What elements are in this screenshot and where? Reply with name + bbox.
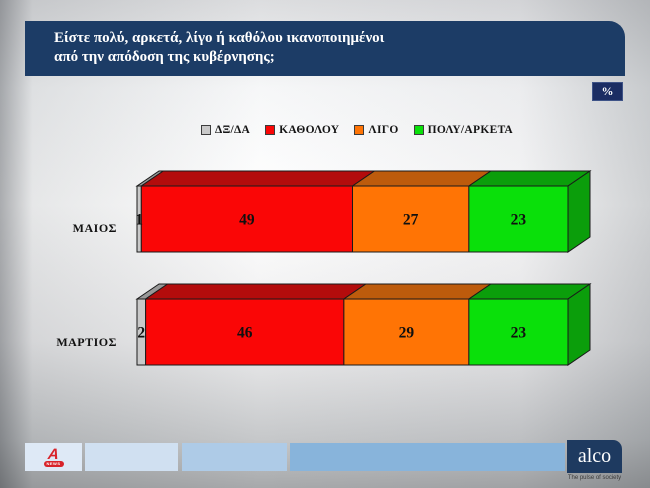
- alpha-news-logo: A NEWS: [43, 446, 64, 467]
- bar-segment-face: [143, 283, 368, 300]
- bar-segment-face: [468, 298, 569, 366]
- bar-value-label: 27: [403, 212, 419, 229]
- legend-swatch-orange: [354, 125, 365, 135]
- bar-segment-face: [468, 185, 569, 253]
- alco-tagline: The pulse of society: [567, 475, 622, 481]
- question-line-1: Είστε πολύ, αρκετά, λίγο ή καθόλου ικανο…: [54, 30, 385, 46]
- legend-swatch-green: [413, 125, 424, 135]
- question-line-2: από την απόδοση της κυβέρνησης;: [54, 48, 275, 65]
- legend-label: ΛΙΓΟ: [368, 124, 399, 136]
- legend-label: ΔΞ/ΔΑ: [214, 124, 251, 136]
- bar-segment-face: [139, 170, 377, 187]
- bar-value-label: 29: [399, 325, 415, 342]
- category-label-may: ΜΑΙΟΣ: [72, 221, 117, 235]
- bar-segment-face: [567, 283, 591, 366]
- alco-logo-text: alco: [577, 445, 612, 467]
- legend-item-ligo: ΛΙΓΟ: [354, 124, 398, 136]
- footer-box-3: [182, 443, 287, 471]
- legend-label: ΠΟΛΥ/ΑΡΚΕΤΑ: [427, 124, 514, 136]
- legend-item-poly-arketa: ΠΟΛΥ/ΑΡΚΕΤΑ: [413, 124, 514, 136]
- legend-swatch-gray: [200, 125, 211, 135]
- bar-segment-face: [342, 283, 493, 300]
- alpha-news-label: NEWS: [43, 461, 64, 467]
- footer-box-2: [85, 443, 178, 471]
- bar-segment-face: [567, 170, 591, 253]
- legend-label: ΚΑΘΟΛΟΥ: [279, 124, 340, 136]
- percent-unit-badge: %: [592, 82, 623, 101]
- footer-box-4: [290, 443, 565, 471]
- legend-item-katholou: ΚΑΘΟΛΟΥ: [265, 124, 339, 136]
- bar-value-label: 23: [511, 325, 527, 342]
- percent-symbol: %: [601, 84, 614, 98]
- category-label-march: ΜΑΡΤΙΟΣ: [56, 335, 117, 349]
- question-title: Είστε πολύ, αρκετά, λίγο ή καθόλου ικανο…: [25, 21, 625, 76]
- bar-value-label: 2: [137, 325, 145, 342]
- footer-box-alpha: A NEWS: [25, 443, 82, 471]
- bar-segment-face: [350, 170, 493, 187]
- bar-value-label: 1: [135, 212, 143, 229]
- alpha-logo-mark: A: [47, 446, 60, 463]
- bar-value-label: 46: [237, 325, 253, 342]
- legend-item-dxda: ΔΞ/ΔΑ: [200, 124, 251, 136]
- legend-swatch-red: [265, 125, 276, 135]
- bar-value-label: 23: [511, 212, 527, 229]
- chart-legend: ΔΞ/ΔΑ ΚΑΘΟΛΟΥ ΛΙΓΟ ΠΟΛΥ/ΑΡΚΕΤΑ: [64, 122, 650, 138]
- alco-logo: alco: [567, 440, 622, 473]
- bar-value-label: 49: [239, 212, 255, 229]
